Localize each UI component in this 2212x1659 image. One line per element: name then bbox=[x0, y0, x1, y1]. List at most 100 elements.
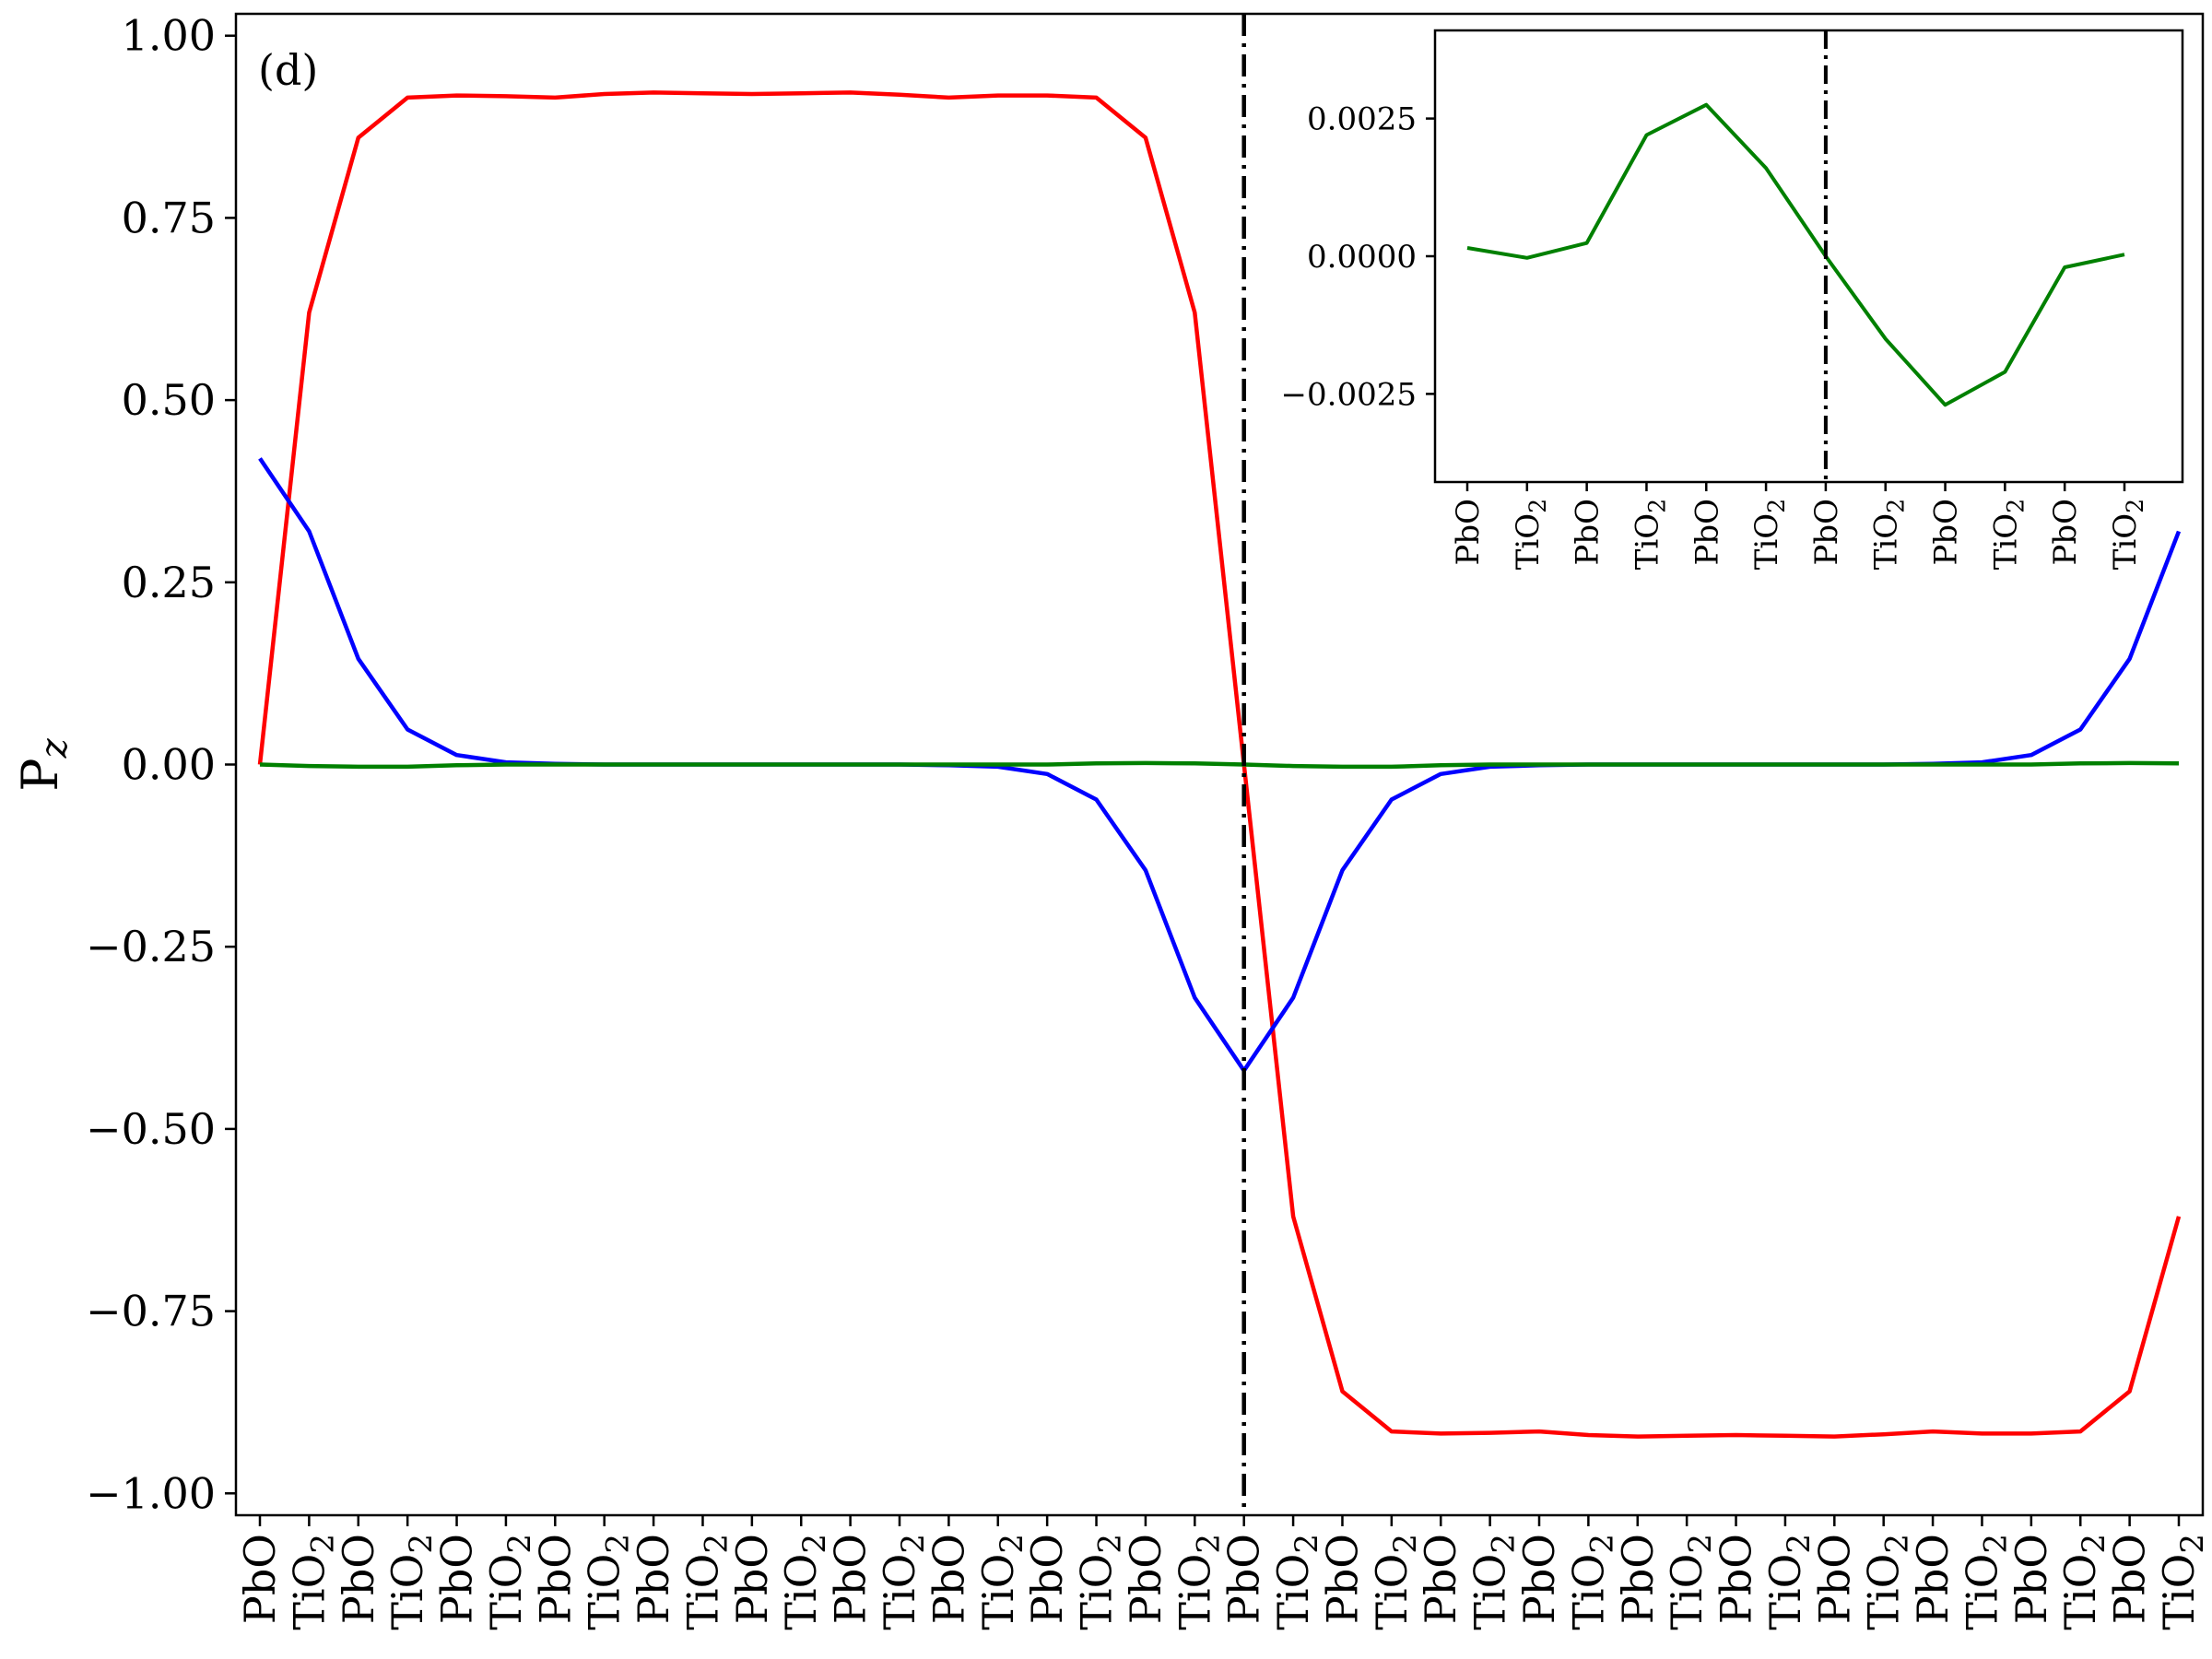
main-x-tick-label-subscript: 2 bbox=[1977, 1534, 2014, 1554]
main-x-tick-label-subscript: 2 bbox=[600, 1534, 637, 1554]
main-x-tick-label-base: PbO bbox=[1416, 1534, 1465, 1624]
main-x-tick-label: PbO bbox=[1416, 1534, 1465, 1624]
main-x-tick-label: PbO bbox=[629, 1534, 678, 1624]
main-x-tick-label: PbO bbox=[235, 1534, 285, 1624]
main-x-tick-label: TiO2 bbox=[1072, 1534, 1129, 1630]
main-x-tick-label-base: TiO bbox=[875, 1554, 924, 1630]
main-x-tick-label-base: TiO bbox=[284, 1554, 334, 1630]
main-y-tick-label: 0.50 bbox=[122, 375, 216, 425]
main-x-tick-label-base: TiO bbox=[1662, 1554, 1712, 1630]
inset-x-tick-label-subscript: 2 bbox=[2122, 499, 2148, 513]
inset-plot-frame bbox=[1433, 29, 2184, 484]
main-x-tick-label-base: PbO bbox=[530, 1534, 580, 1624]
main-x-tick-label: TiO2 bbox=[2154, 1534, 2211, 1630]
main-x-tick-label-base: TiO bbox=[1170, 1554, 1219, 1630]
main-x-tick-label: PbO bbox=[334, 1534, 383, 1624]
main-series-line-1 bbox=[257, 90, 2182, 1439]
inset-x-tick-label-subscript: 2 bbox=[2002, 499, 2029, 513]
main-x-tick-label-base: PbO bbox=[2105, 1534, 2155, 1624]
main-x-tick-label: PbO bbox=[1712, 1534, 1761, 1624]
y-axis-title: Pz bbox=[11, 737, 76, 791]
main-x-tick-label-subscript: 2 bbox=[1682, 1534, 1719, 1554]
inset-y-tick-label: 0.0000 bbox=[1307, 239, 1417, 276]
main-x-tick-label: PbO bbox=[1908, 1534, 1958, 1624]
inset-x-tick-label: PbO bbox=[1688, 499, 1725, 566]
main-x-tick-label-base: PbO bbox=[2006, 1534, 2056, 1624]
inset-x-tick-label: PbO bbox=[1808, 499, 1845, 566]
main-x-tick-label-base: PbO bbox=[1022, 1534, 1072, 1624]
main-x-tick-label: TiO2 bbox=[1859, 1534, 1916, 1630]
main-x-tick-label: PbO bbox=[432, 1534, 482, 1624]
main-x-tick-label-base: TiO bbox=[1760, 1554, 1810, 1630]
main-x-tick-label: TiO2 bbox=[1465, 1534, 1523, 1630]
inset-x-tick-label-base: TiO bbox=[1510, 513, 1547, 570]
main-x-tick-label-base: TiO bbox=[1367, 1554, 1417, 1630]
inset-x-tick-label: PbO bbox=[1570, 499, 1606, 566]
main-x-tick-label-subscript: 2 bbox=[1486, 1534, 1523, 1554]
inset-x-tick-label-base: PbO bbox=[1450, 499, 1487, 566]
inset-x-tick-label: PbO bbox=[1928, 499, 1965, 566]
inset-x-tick-label: TiO2 bbox=[1748, 499, 1790, 570]
main-x-tick-label-base: PbO bbox=[924, 1534, 973, 1624]
main-y-axis: 1.00 0.75 0.50 0.25 0.00 −0.25 −0.50 −0.75 −1.00 bbox=[86, 11, 236, 1518]
main-x-tick-label-subscript: 2 bbox=[2076, 1534, 2112, 1554]
main-x-tick-label: PbO bbox=[727, 1534, 777, 1624]
main-x-tick-label: TiO2 bbox=[1760, 1534, 1818, 1630]
main-x-tick-label: TiO2 bbox=[973, 1534, 1030, 1630]
main-x-tick-label-subscript: 2 bbox=[1879, 1534, 1916, 1554]
main-x-tick-label-base: TiO bbox=[1072, 1554, 1122, 1630]
main-x-tick-label-base: PbO bbox=[1121, 1534, 1171, 1624]
main-y-tick-label: −0.50 bbox=[86, 1104, 216, 1154]
main-x-tick-label: TiO2 bbox=[580, 1534, 637, 1630]
main-x-tick-label: PbO bbox=[530, 1534, 580, 1624]
main-x-tick-label-base: PbO bbox=[629, 1534, 678, 1624]
main-x-tick-label-base: PbO bbox=[1809, 1534, 1859, 1624]
main-x-tick-label-base: TiO bbox=[1957, 1554, 2006, 1630]
inset-x-tick-label: TiO2 bbox=[1510, 499, 1551, 570]
main-chart: 1.00 0.75 0.50 0.25 0.00 −0.25 −0.50 −0.75 −1.00… bbox=[11, 11, 2211, 1630]
main-y-tick-label: 0.25 bbox=[122, 558, 216, 607]
main-x-tick-label: PbO bbox=[1809, 1534, 1859, 1624]
main-x-tick-label-subscript: 2 bbox=[2174, 1534, 2211, 1554]
inset-x-tick-label-subscript: 2 bbox=[1763, 499, 1790, 513]
inset-x-tick-label-base: TiO bbox=[1987, 513, 2024, 570]
main-x-tick-label-base: PbO bbox=[1712, 1534, 1761, 1624]
inset-x-tick-label: TiO2 bbox=[2107, 499, 2148, 570]
main-x-tick-label-base: TiO bbox=[677, 1554, 727, 1630]
main-x-tick-label: TiO2 bbox=[875, 1534, 932, 1630]
main-x-tick-label-base: PbO bbox=[1514, 1534, 1564, 1624]
main-y-tick-label: 0.75 bbox=[122, 193, 216, 242]
inset-x-tick-label: TiO2 bbox=[1629, 499, 1670, 570]
main-x-tick-label-subscript: 2 bbox=[1190, 1534, 1227, 1554]
y-axis-title-base: P bbox=[11, 758, 69, 791]
inset-series-line-1 bbox=[1466, 102, 2125, 407]
main-x-tick-label: PbO bbox=[2006, 1534, 2056, 1624]
main-x-tick-label-base: TiO bbox=[481, 1554, 531, 1630]
main-x-tick-label: PbO bbox=[1121, 1534, 1171, 1624]
main-x-tick-label: TiO2 bbox=[481, 1534, 538, 1630]
main-x-tick-label-base: TiO bbox=[1465, 1554, 1515, 1630]
main-x-tick-label-base: TiO bbox=[2055, 1554, 2105, 1630]
main-x-tick-label: TiO2 bbox=[382, 1534, 440, 1630]
main-x-tick-label-subscript: 2 bbox=[698, 1534, 735, 1554]
y-axis-title-subscript: z bbox=[33, 737, 76, 759]
inset-x-tick-label-base: PbO bbox=[1808, 499, 1845, 566]
main-y-tick-label: −0.75 bbox=[86, 1287, 216, 1336]
main-x-tick-label-base: TiO bbox=[973, 1554, 1023, 1630]
inset-x-tick-label: PbO bbox=[2047, 499, 2084, 566]
main-x-tick-label: PbO bbox=[1613, 1534, 1663, 1624]
main-x-tick-label: PbO bbox=[924, 1534, 973, 1624]
main-y-tick-label: −0.25 bbox=[86, 922, 216, 971]
main-x-tick-label: TiO2 bbox=[1563, 1534, 1620, 1630]
main-x-tick-label: TiO2 bbox=[284, 1534, 341, 1630]
inset-x-tick-label-base: TiO bbox=[1629, 513, 1665, 570]
main-x-tick-label-subscript: 2 bbox=[304, 1534, 341, 1554]
main-x-tick-label-subscript: 2 bbox=[1583, 1534, 1620, 1554]
main-x-tick-label-base: PbO bbox=[432, 1534, 482, 1624]
main-x-tick-label-subscript: 2 bbox=[1092, 1534, 1129, 1554]
main-x-tick-label-base: TiO bbox=[2154, 1554, 2204, 1630]
main-x-tick-label-subscript: 2 bbox=[1781, 1534, 1818, 1554]
